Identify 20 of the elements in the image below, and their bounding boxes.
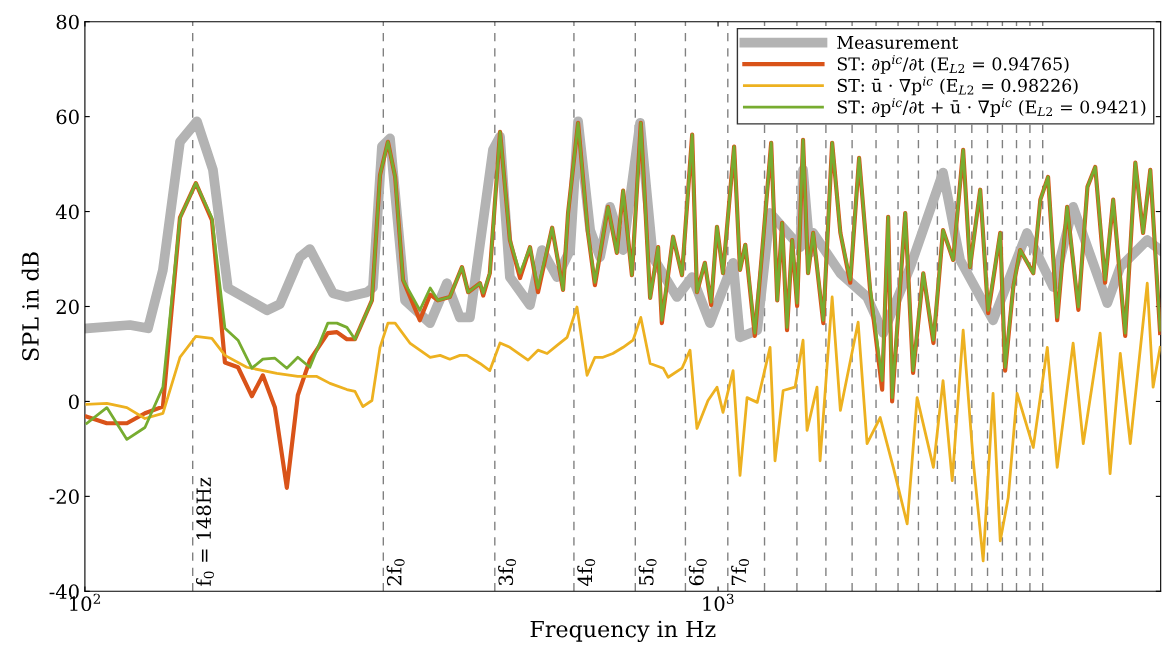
legend-label: ST: ∂p$^{ic}$/∂t (E$_{L2}$ = 0.94765) (837, 54, 1069, 74)
y-axis-title: SPL in dB (21, 252, 39, 361)
legend-label: Measurement (837, 36, 959, 50)
y-tick-label: 80 (56, 14, 79, 30)
y-tick-label: 0 (68, 394, 79, 410)
ref-line-label: 7f$_{0}$ (731, 559, 750, 585)
y-tick-label: 20 (56, 299, 79, 315)
ref-line-label: 5f$_{0}$ (638, 559, 657, 585)
y-tick-label: -20 (49, 489, 79, 505)
legend-label: ST: ū · ∇p$^{ic}$ (E$_{L2}$ = 0.98226) (837, 76, 1078, 96)
legend-label: ST: ∂p$^{ic}$/∂t + ū · ∇p$^{ic}$ (E$_{L2}$ = 0.9421) (837, 98, 1146, 117)
ref-line-label: 3f$_{0}$ (498, 559, 517, 586)
x-axis-title: Frequency in Hz (530, 620, 716, 643)
ref-line-label: 2f$_{0}$ (386, 559, 405, 586)
ref-line-label: 6f$_{0}$ (688, 559, 707, 586)
ref-line-label: 4f$_{0}$ (577, 559, 596, 586)
x-tick-label: 10$^{3}$ (703, 593, 734, 612)
y-tick-label: 60 (56, 109, 79, 125)
ref-line-label: f$_{0}$ = 148Hz (195, 477, 214, 586)
y-tick-label: 40 (55, 204, 79, 220)
